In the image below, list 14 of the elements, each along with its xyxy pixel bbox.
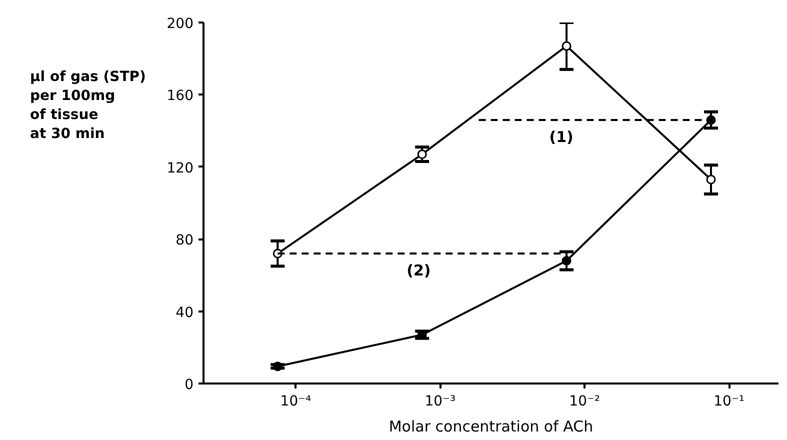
x-tick-label: 10⁻⁴ (280, 394, 312, 410)
annotation: (1) (549, 128, 574, 146)
x-axis-title: Molar concentration of ACh (388, 418, 594, 436)
y-tick-label: 200 (166, 16, 194, 32)
x-tick-label: 10⁻¹ (714, 394, 744, 410)
x-tick-label: 10⁻² (569, 394, 600, 410)
annotation: (2) (406, 262, 431, 280)
y-tick-label: 0 (184, 377, 194, 393)
y-tick-label: 120 (166, 160, 194, 176)
y-tick-label: 80 (176, 232, 194, 249)
x-tick-label: 10⁻³ (424, 394, 456, 410)
y-tick-label: 160 (166, 88, 194, 104)
y-tick-label: 40 (176, 304, 194, 321)
y-axis-title: μl of gas (STP) per 100mg of tissue at 30 min (30, 68, 146, 144)
